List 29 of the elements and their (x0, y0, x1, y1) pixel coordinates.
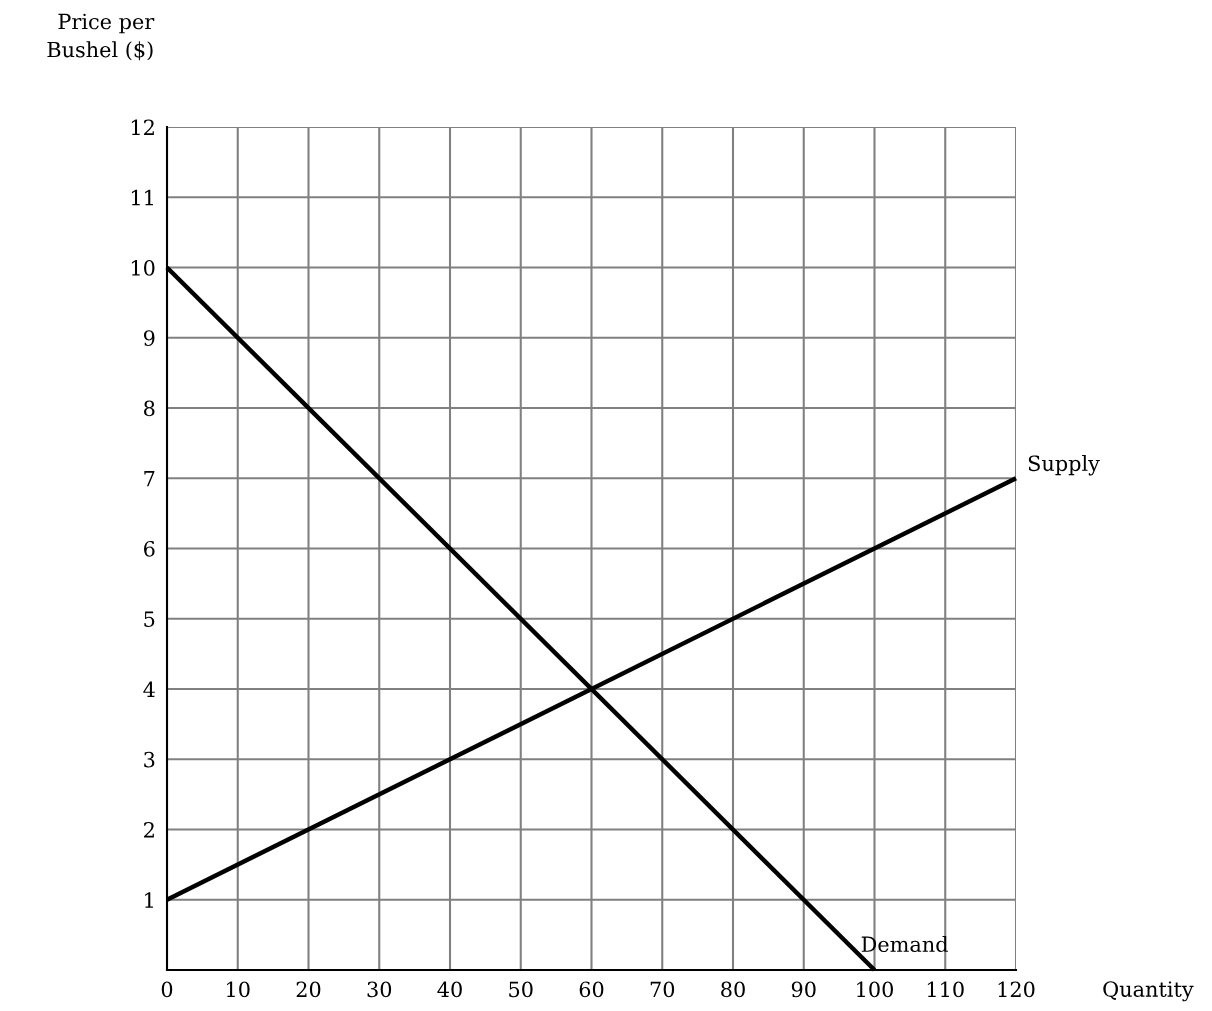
x-tick-label: 110 (927, 981, 964, 998)
y-tick-label: 12 (131, 119, 154, 135)
y-tick-label: 2 (144, 821, 154, 838)
series-label: Supply (1028, 455, 1100, 476)
x-tick-label: 60 (579, 981, 604, 998)
y-tick-label: 7 (144, 470, 155, 487)
x-tick-label: 120 (998, 981, 1035, 998)
x-tick-label: 100 (857, 981, 893, 998)
x-tick-label: 90 (791, 981, 816, 998)
y-tick-label: 8 (144, 400, 155, 417)
x-tick-label: 30 (367, 981, 392, 998)
y-axis-title: Price per Bushel ($) (47, 13, 155, 61)
y-tick-label: 6 (144, 540, 155, 557)
y-tick-label: 1 (145, 892, 153, 908)
x-tick-label: 80 (721, 981, 745, 998)
y-tick-label: 3 (144, 751, 155, 768)
y-tick-label: 5 (144, 611, 155, 627)
series-label: Demand (861, 935, 948, 953)
x-tick-label: 40 (437, 981, 462, 998)
x-tick-label: 20 (296, 981, 321, 998)
y-tick-label: 11 (131, 189, 153, 206)
x-tick-label: 50 (509, 981, 533, 998)
x-tick-label: 0 (161, 981, 173, 998)
y-tick-label: 9 (143, 330, 155, 346)
y-tick-label: 4 (143, 681, 155, 697)
x-tick-label: 10 (227, 981, 250, 998)
y-tick-label: 10 (131, 259, 155, 276)
x-axis-title: Quantity (1103, 981, 1194, 1002)
x-tick-label: 70 (650, 981, 675, 998)
